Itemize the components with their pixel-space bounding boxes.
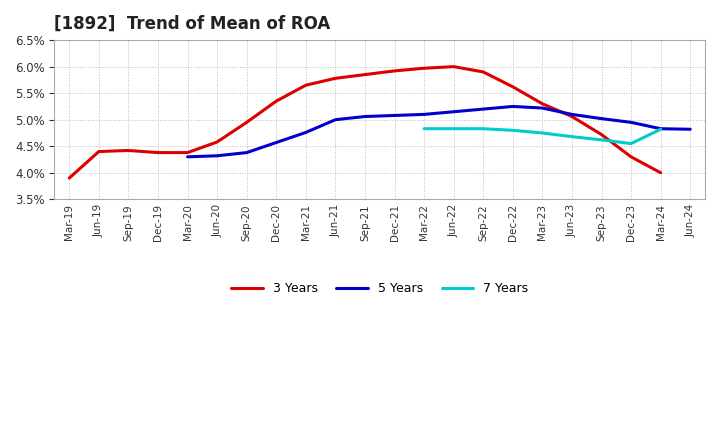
Line: 3 Years: 3 Years bbox=[69, 66, 661, 178]
Line: 7 Years: 7 Years bbox=[424, 129, 661, 143]
5 Years bbox=[361, 114, 369, 119]
3 Years bbox=[508, 84, 517, 89]
5 Years bbox=[449, 109, 458, 114]
5 Years bbox=[272, 140, 281, 145]
3 Years bbox=[213, 139, 222, 145]
7 Years bbox=[626, 141, 635, 146]
5 Years bbox=[626, 120, 635, 125]
3 Years bbox=[65, 176, 73, 181]
7 Years bbox=[508, 128, 517, 133]
7 Years bbox=[420, 126, 428, 132]
5 Years bbox=[686, 127, 695, 132]
5 Years bbox=[657, 126, 665, 132]
3 Years bbox=[153, 150, 162, 155]
3 Years bbox=[272, 99, 281, 104]
3 Years bbox=[449, 64, 458, 69]
3 Years bbox=[94, 149, 103, 154]
3 Years bbox=[567, 114, 576, 119]
5 Years bbox=[183, 154, 192, 159]
3 Years bbox=[302, 83, 310, 88]
7 Years bbox=[538, 130, 546, 136]
3 Years bbox=[538, 101, 546, 106]
5 Years bbox=[508, 104, 517, 109]
Text: [1892]  Trend of Mean of ROA: [1892] Trend of Mean of ROA bbox=[55, 15, 330, 33]
3 Years bbox=[479, 70, 487, 75]
7 Years bbox=[657, 127, 665, 132]
3 Years bbox=[183, 150, 192, 155]
Line: 5 Years: 5 Years bbox=[187, 106, 690, 157]
3 Years bbox=[597, 132, 606, 137]
5 Years bbox=[597, 116, 606, 121]
5 Years bbox=[243, 150, 251, 155]
5 Years bbox=[538, 106, 546, 111]
5 Years bbox=[420, 112, 428, 117]
5 Years bbox=[331, 117, 340, 122]
3 Years bbox=[361, 72, 369, 77]
7 Years bbox=[479, 126, 487, 132]
5 Years bbox=[479, 106, 487, 112]
5 Years bbox=[567, 112, 576, 117]
3 Years bbox=[331, 76, 340, 81]
3 Years bbox=[243, 120, 251, 125]
7 Years bbox=[449, 126, 458, 132]
5 Years bbox=[302, 130, 310, 135]
7 Years bbox=[567, 134, 576, 139]
7 Years bbox=[597, 137, 606, 143]
5 Years bbox=[213, 153, 222, 158]
5 Years bbox=[390, 113, 399, 118]
3 Years bbox=[390, 68, 399, 73]
3 Years bbox=[420, 66, 428, 71]
3 Years bbox=[626, 154, 635, 159]
3 Years bbox=[657, 170, 665, 176]
3 Years bbox=[124, 148, 132, 153]
Legend: 3 Years, 5 Years, 7 Years: 3 Years, 5 Years, 7 Years bbox=[227, 277, 533, 300]
